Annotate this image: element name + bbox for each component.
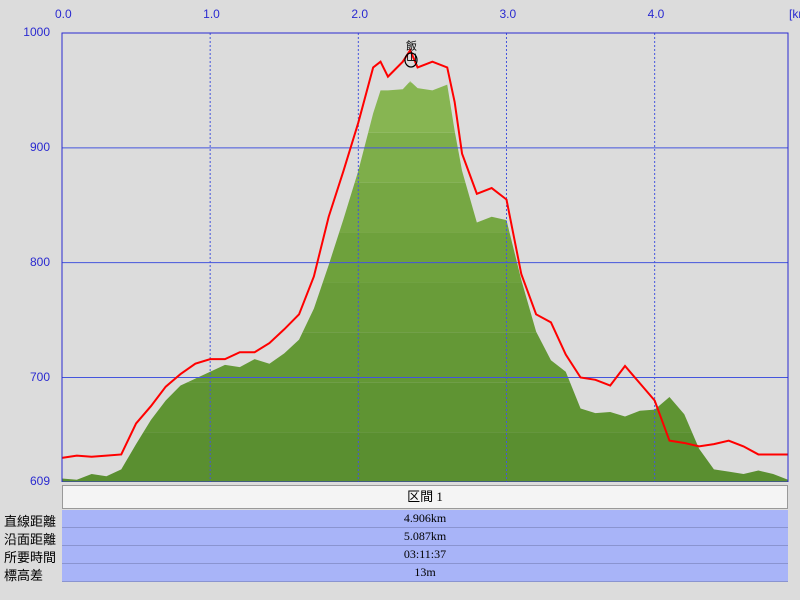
- stat-label: 直線距離: [4, 514, 57, 529]
- red-line: [61, 48, 788, 459]
- stat-row-elevation-difference: 標高差 13m: [0, 564, 800, 583]
- stat-label: 沿面距離: [4, 532, 57, 547]
- summit-label: 飯山: [405, 39, 418, 62]
- section-stats: 直線距離 4.906km 沿面距離 5.087km 所要時間 03:11:37 …: [0, 510, 800, 583]
- y-tick-label: 900: [29, 139, 50, 154]
- stat-value: 4.906km: [62, 510, 788, 528]
- stat-row-straight-distance: 直線距離 4.906km: [0, 510, 800, 529]
- stat-label: 所要時間: [4, 550, 57, 565]
- section-header: 区間 1: [62, 485, 788, 509]
- x-tick-label: 4.0: [647, 7, 665, 21]
- stat-value: 03:11:37: [62, 546, 788, 564]
- x-axis-unit-label: [km: [789, 7, 800, 21]
- plot-frame: [61, 32, 789, 482]
- x-tick-label: 3.0: [499, 7, 517, 21]
- stat-row-surface-distance: 沿面距離 5.087km: [0, 528, 800, 547]
- stat-value: 5.087km: [62, 528, 788, 546]
- y-tick-label: 700: [29, 369, 50, 384]
- y-tick-label: 1000: [23, 25, 50, 39]
- x-tick-label: 0.0: [55, 7, 72, 21]
- x-tick-label: 1.0: [203, 7, 220, 21]
- stat-value: 13m: [62, 564, 788, 582]
- stat-label: 標高差: [4, 568, 44, 583]
- y-tick-label: 800: [29, 254, 50, 269]
- grid-lines: [62, 33, 788, 482]
- elevation-band: [62, 432, 788, 482]
- x-tick-label: 2.0: [351, 7, 368, 21]
- summit-marker-icon: 飯山: [404, 39, 418, 68]
- stat-row-required-time: 所要時間 03:11:37: [0, 546, 800, 565]
- elevation-profile-chart: [61, 32, 789, 482]
- y-tick-label: 609: [29, 474, 50, 488]
